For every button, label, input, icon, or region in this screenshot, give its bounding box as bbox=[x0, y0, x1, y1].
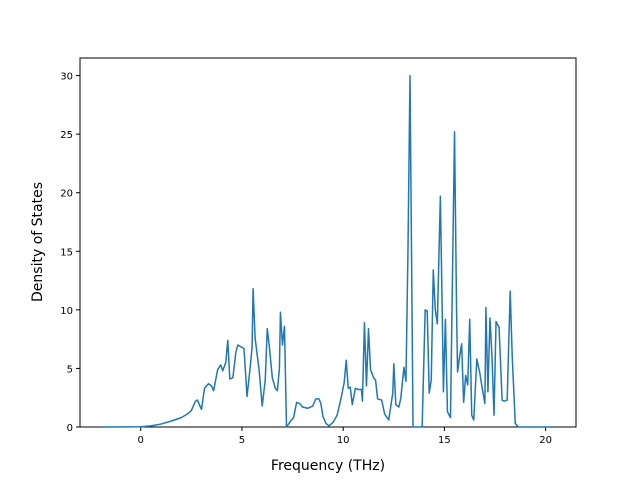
plot-frame bbox=[79, 57, 577, 428]
y-tick-label: 15 bbox=[60, 247, 73, 258]
y-axis-label: Density of States bbox=[30, 182, 46, 302]
x-tick-label: 0 bbox=[138, 435, 144, 446]
y-tick-label: 30 bbox=[60, 72, 73, 83]
y-tick-label: 20 bbox=[60, 189, 73, 200]
x-tick-label: 20 bbox=[539, 435, 552, 446]
x-tick-label: 15 bbox=[438, 435, 451, 446]
y-tick-label: 10 bbox=[60, 306, 73, 317]
x-tick-label: 10 bbox=[337, 435, 350, 446]
y-tick-label: 5 bbox=[67, 364, 73, 375]
x-tick-label: 5 bbox=[239, 435, 245, 446]
y-tick-label: 25 bbox=[60, 130, 73, 141]
line-series bbox=[102, 74, 551, 428]
x-axis-label: Frequency (THz) bbox=[271, 458, 385, 474]
y-tick-label: 0 bbox=[67, 423, 73, 434]
